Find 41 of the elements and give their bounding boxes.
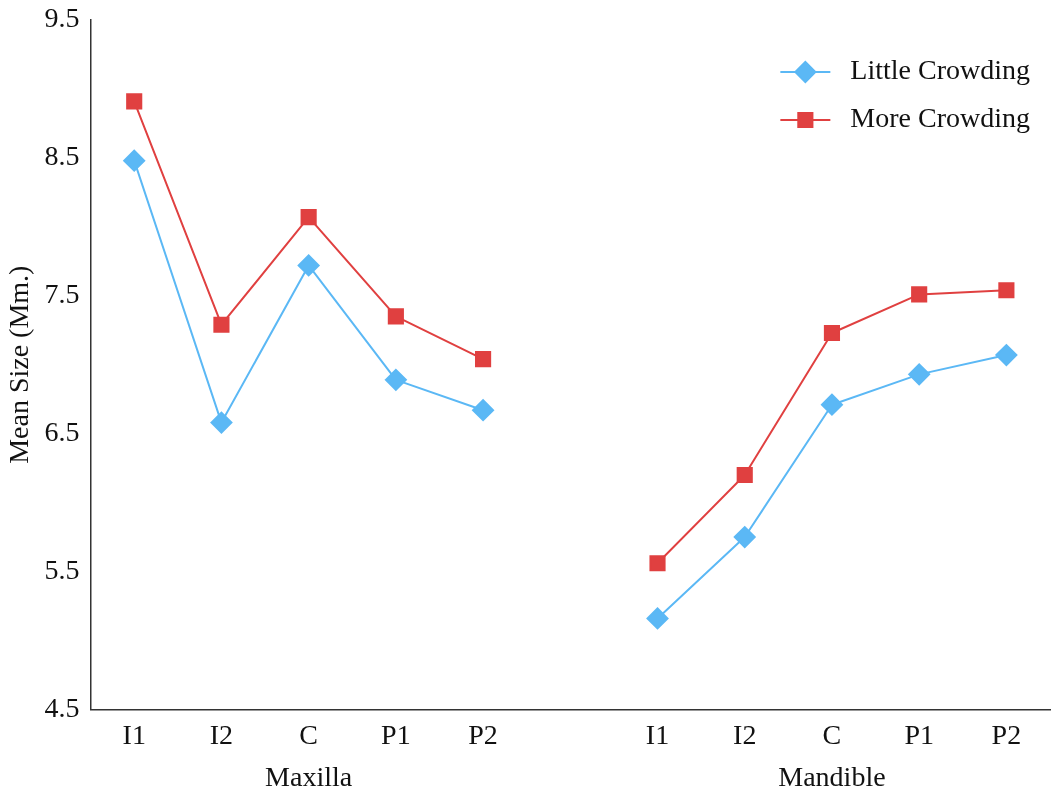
point xyxy=(646,607,669,630)
point xyxy=(736,466,753,484)
point xyxy=(911,286,928,303)
point xyxy=(908,363,931,386)
y-axis-title: Mean Size (Mm.) xyxy=(3,265,35,464)
y-tick-label: 5.5 xyxy=(44,553,80,585)
x-tick-label: I2 xyxy=(209,718,234,750)
point xyxy=(210,411,233,434)
point xyxy=(126,93,143,110)
x-tick-label: P1 xyxy=(904,718,934,750)
x-tick-label: I1 xyxy=(122,718,146,750)
x-tick-label: I1 xyxy=(645,718,670,750)
x-tick-label: P2 xyxy=(468,718,498,750)
point xyxy=(297,254,320,277)
point xyxy=(649,555,666,572)
point xyxy=(300,209,317,226)
x-tick-label: P2 xyxy=(991,718,1022,750)
x-tick-label: I2 xyxy=(733,718,757,750)
y-tick-label: 9.5 xyxy=(44,2,80,34)
point xyxy=(384,368,407,391)
point xyxy=(995,344,1018,367)
y-tick-label: 6.5 xyxy=(44,416,80,447)
y-tick-label: 7.5 xyxy=(44,278,80,310)
point xyxy=(823,324,841,342)
point xyxy=(998,282,1015,299)
point xyxy=(820,393,843,416)
point xyxy=(123,149,146,172)
text: Mandible xyxy=(778,761,886,793)
y-tick-label: 8.5 xyxy=(44,140,80,172)
legend-label: More Crowding xyxy=(850,102,1031,134)
legend-label: Little Crowding xyxy=(850,54,1031,86)
y-tick-label: 4.5 xyxy=(44,691,80,723)
point xyxy=(472,399,495,422)
point xyxy=(213,316,230,333)
text: Maxilla xyxy=(265,761,353,793)
x-tick-label: C xyxy=(299,718,318,750)
point xyxy=(387,308,404,325)
x-tick-label: C xyxy=(822,718,842,750)
x-tick-label: P1 xyxy=(381,718,411,750)
point xyxy=(733,526,756,549)
point xyxy=(475,351,492,368)
